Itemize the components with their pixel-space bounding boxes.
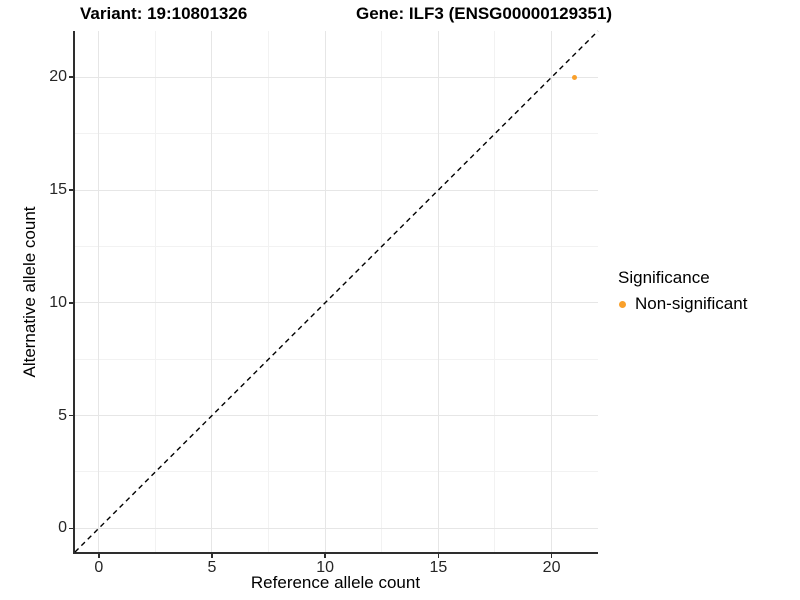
gridline-minor-horizontal bbox=[75, 471, 598, 473]
x-tick-label: 5 bbox=[207, 559, 217, 576]
gridline-major-horizontal bbox=[75, 302, 598, 304]
gridline-major-horizontal bbox=[75, 415, 598, 417]
legend-point-icon bbox=[619, 300, 626, 308]
x-tick-label: 15 bbox=[429, 559, 448, 576]
y-tick-label: 20 bbox=[49, 68, 67, 86]
chart-title-gene: Gene: ILF3 (ENSG00000129351) bbox=[356, 4, 613, 23]
gridline-minor-vertical bbox=[494, 31, 496, 552]
gridline-minor-vertical bbox=[154, 31, 156, 552]
gridline-major-vertical bbox=[211, 31, 213, 552]
x-tick-mark bbox=[550, 554, 553, 558]
gridline-major-horizontal bbox=[75, 76, 598, 78]
x-tick-label: 20 bbox=[542, 559, 561, 576]
x-axis-title: Reference allele count bbox=[250, 573, 421, 592]
gridline-major-vertical bbox=[437, 31, 439, 552]
gridline-minor-horizontal bbox=[75, 133, 598, 135]
y-tick-label: 5 bbox=[58, 406, 67, 424]
y-tick-mark bbox=[69, 189, 73, 191]
identity-dashed-line bbox=[74, 30, 599, 553]
legend-title: Significance bbox=[618, 268, 710, 287]
y-tick-label: 0 bbox=[58, 519, 67, 537]
gridline-major-vertical bbox=[98, 31, 100, 552]
x-tick-mark bbox=[324, 554, 326, 558]
gridline-major-vertical bbox=[551, 31, 553, 552]
gridline-major-horizontal bbox=[75, 189, 598, 191]
y-tick-mark bbox=[69, 414, 73, 417]
y-tick-label: 15 bbox=[49, 181, 67, 198]
gridline-minor-vertical bbox=[381, 31, 383, 552]
y-axis-title: Alternative allele count bbox=[20, 206, 39, 378]
x-tick-mark bbox=[98, 554, 100, 558]
gridline-major-horizontal bbox=[75, 527, 598, 529]
x-tick-mark bbox=[211, 554, 213, 558]
data-point bbox=[571, 74, 577, 80]
x-tick-mark bbox=[437, 554, 440, 558]
legend: Significance Non-significant bbox=[617, 268, 747, 314]
plot-panel: 0 5 10 15 20 0 5 10 15 20 bbox=[49, 30, 599, 576]
gridline-minor-horizontal bbox=[75, 358, 598, 360]
y-tick-label: 10 bbox=[49, 293, 67, 311]
y-tick-mark bbox=[69, 527, 73, 530]
x-tick-label: 0 bbox=[94, 559, 104, 576]
x-tick-label: 10 bbox=[316, 559, 335, 576]
gridline-minor-horizontal bbox=[75, 245, 598, 247]
gridline-minor-vertical bbox=[268, 31, 270, 552]
y-tick-mark bbox=[69, 302, 73, 304]
legend-entry: Non-significant bbox=[617, 294, 747, 314]
y-tick-mark bbox=[69, 76, 73, 78]
identity-line-layer bbox=[74, 30, 599, 553]
legend-entry-label: Non-significant bbox=[635, 294, 748, 313]
gridline-major-vertical bbox=[324, 31, 326, 552]
chart-title-variant: Variant: 19:10801326 bbox=[80, 4, 248, 23]
